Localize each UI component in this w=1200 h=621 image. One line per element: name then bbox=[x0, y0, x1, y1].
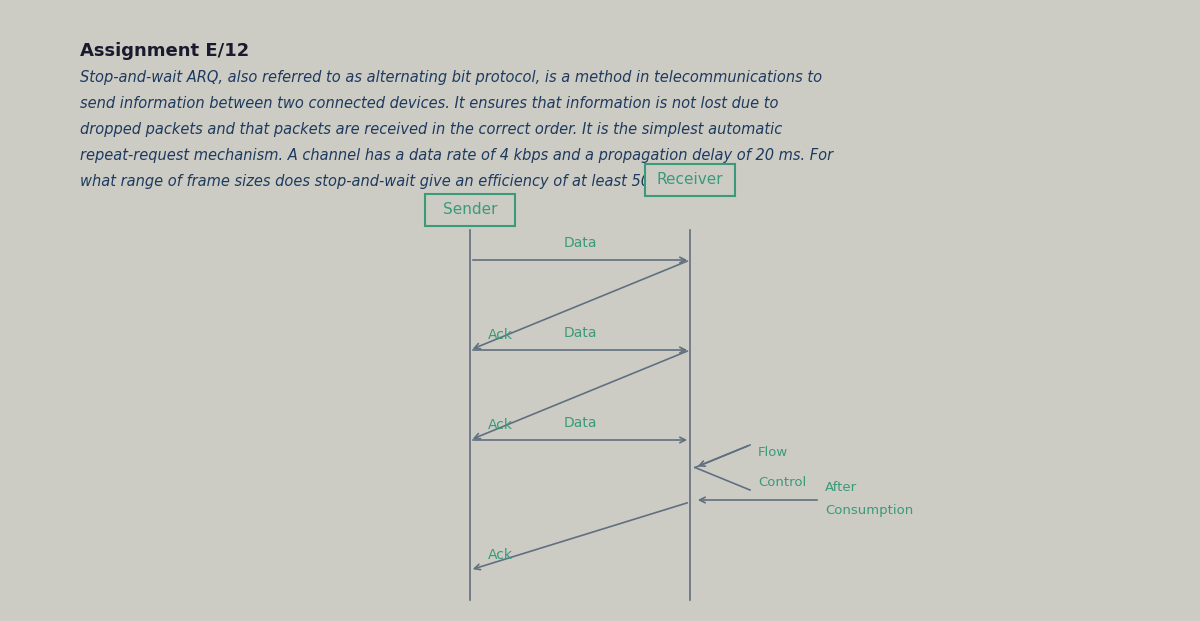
Text: send information between two connected devices. It ensures that information is n: send information between two connected d… bbox=[80, 96, 779, 111]
Text: Control: Control bbox=[758, 476, 806, 489]
Text: Sender: Sender bbox=[443, 202, 497, 217]
Text: Data: Data bbox=[563, 236, 596, 250]
Text: repeat-request mechanism. A channel has a data rate of 4 kbps and a propagation : repeat-request mechanism. A channel has … bbox=[80, 148, 833, 163]
Text: Ack: Ack bbox=[488, 418, 514, 432]
Text: Flow: Flow bbox=[758, 446, 788, 460]
Text: Stop-and-wait ARQ, also referred to as alternating bit protocol, is a method in : Stop-and-wait ARQ, also referred to as a… bbox=[80, 70, 822, 85]
Text: Consumption: Consumption bbox=[826, 504, 913, 517]
Text: Assignment E/12: Assignment E/12 bbox=[80, 42, 250, 60]
Bar bbox=[646, 164, 734, 196]
Text: Receiver: Receiver bbox=[656, 173, 724, 188]
Text: Ack: Ack bbox=[488, 328, 514, 342]
Text: Ack: Ack bbox=[488, 548, 514, 562]
Text: Data: Data bbox=[563, 416, 596, 430]
Bar bbox=[425, 194, 515, 226]
Text: Data: Data bbox=[563, 326, 596, 340]
Text: dropped packets and that packets are received in the correct order. It is the si: dropped packets and that packets are rec… bbox=[80, 122, 782, 137]
Text: what range of frame sizes does stop-and-wait give an efficiency of at least 50 %: what range of frame sizes does stop-and-… bbox=[80, 174, 680, 189]
Text: After: After bbox=[826, 481, 857, 494]
